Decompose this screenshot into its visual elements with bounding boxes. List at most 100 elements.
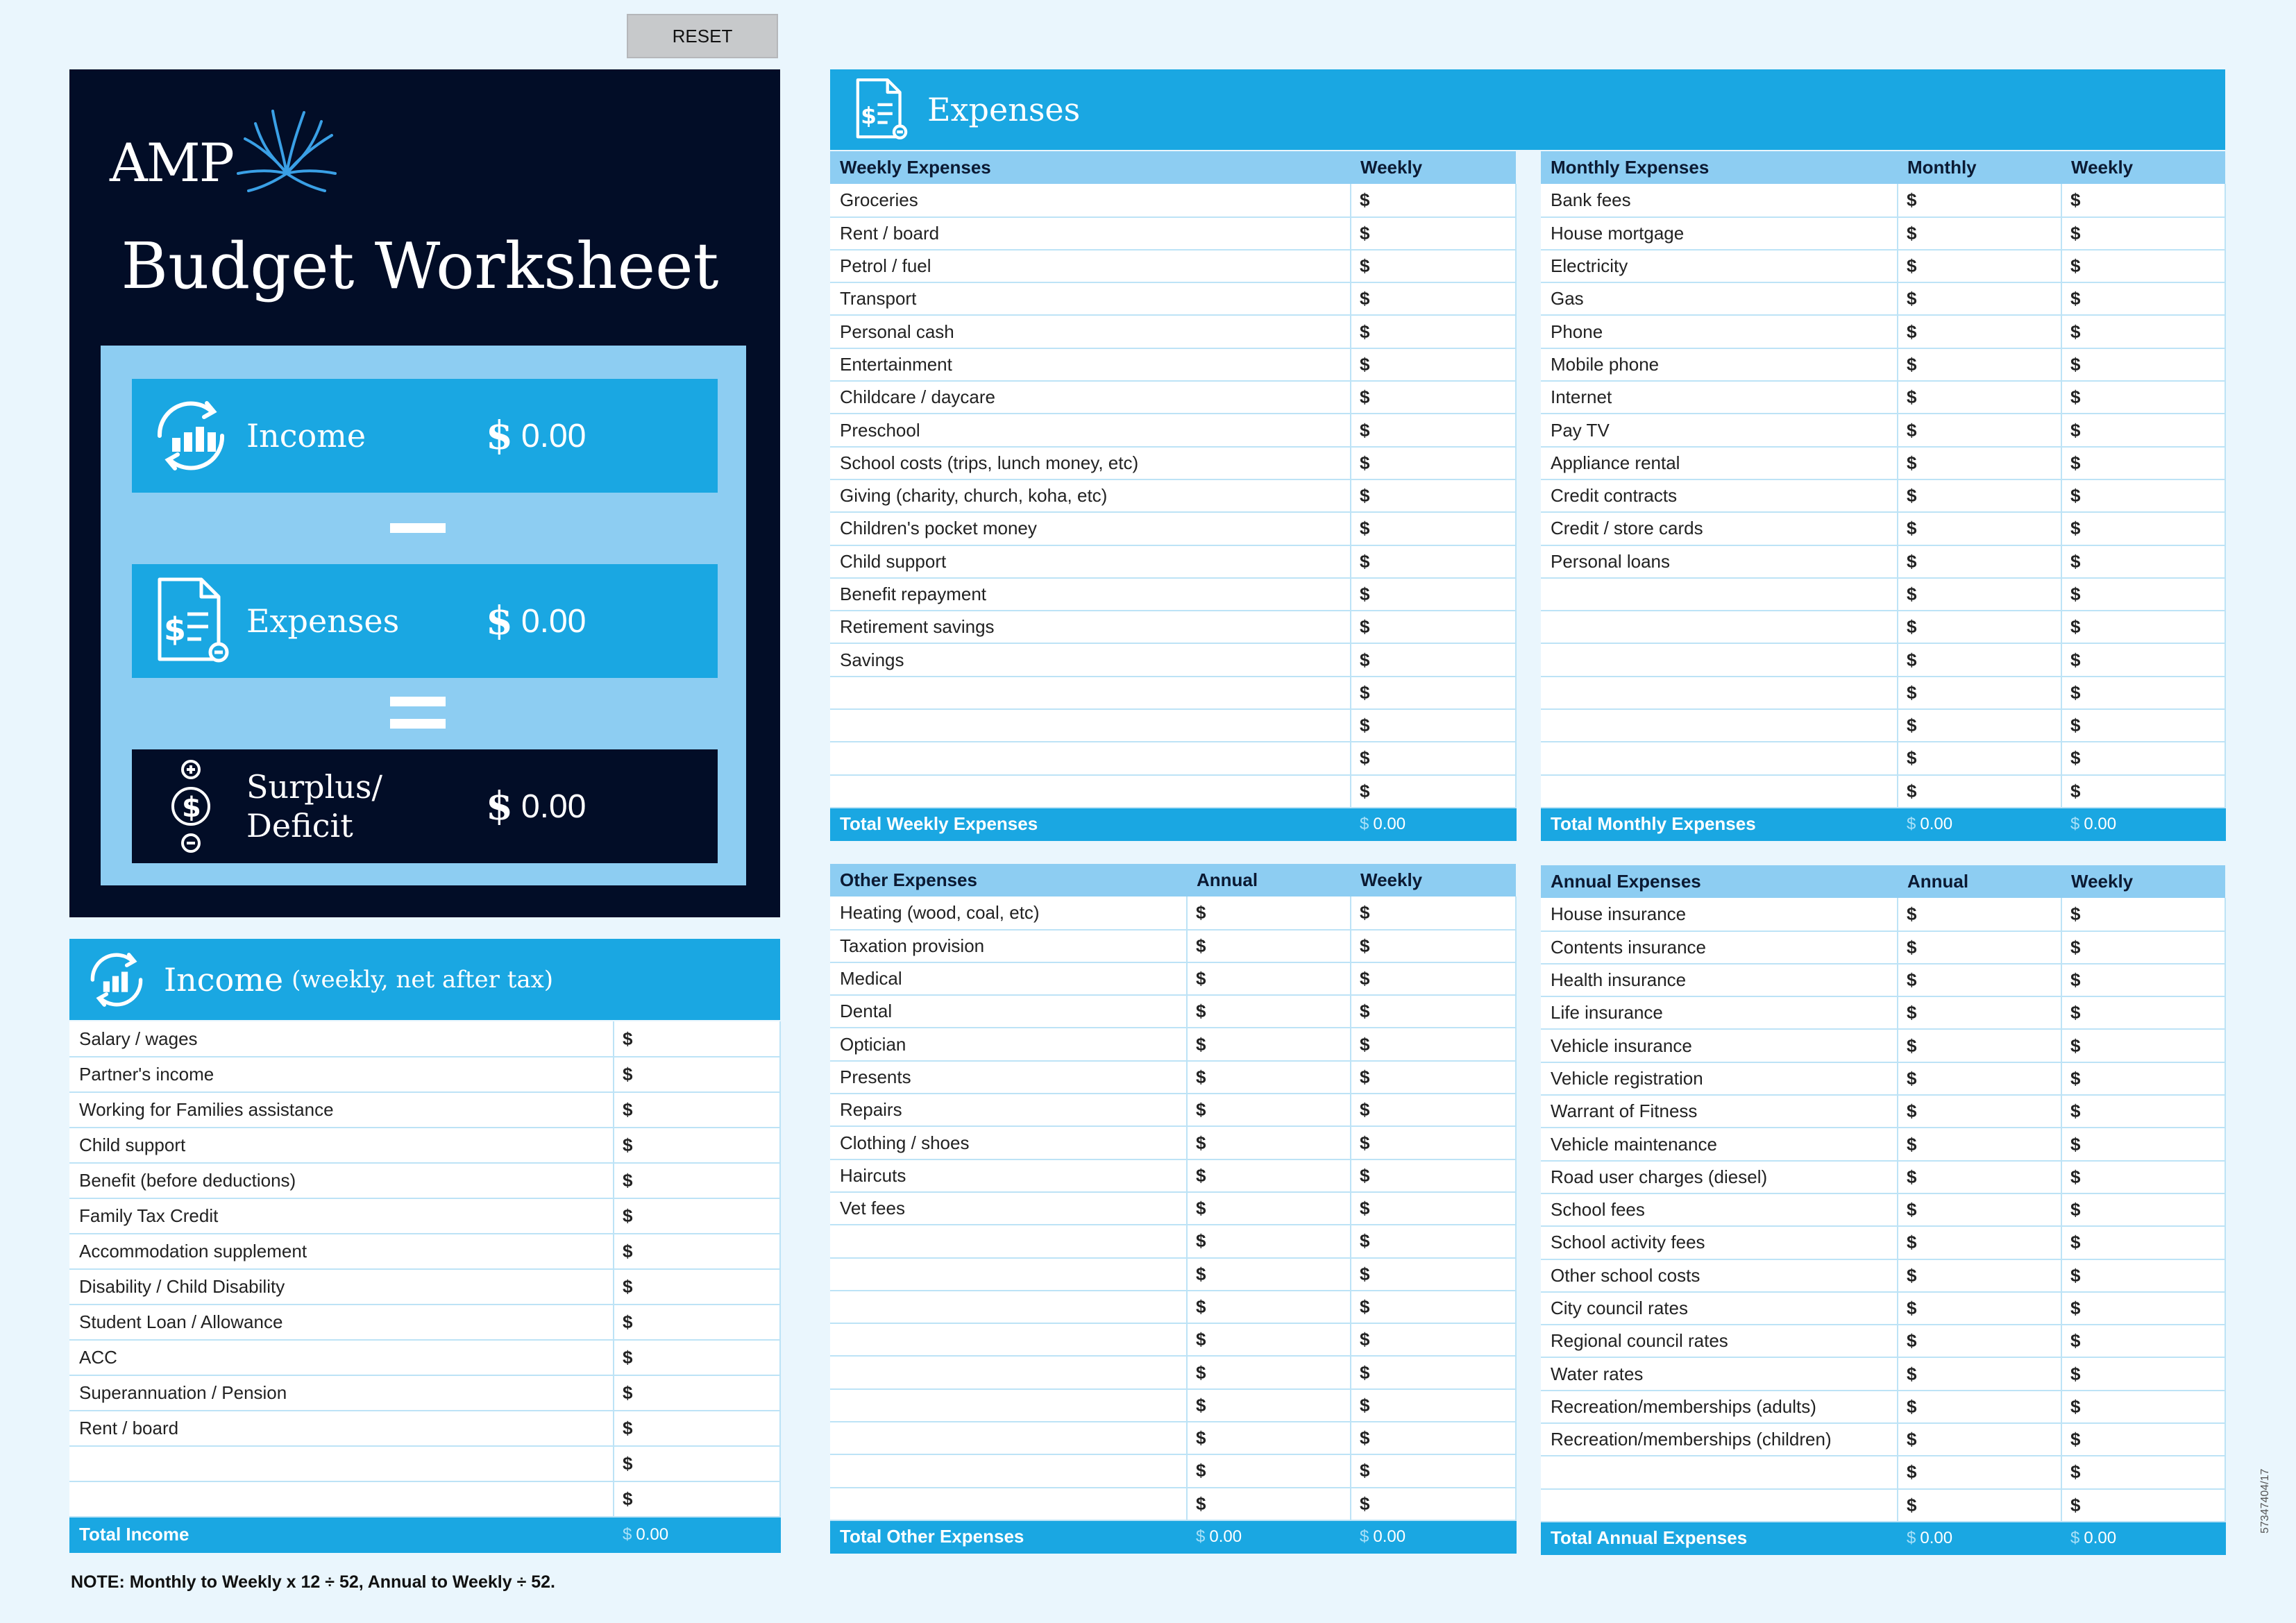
monthly-amount-field[interactable]: $: [2061, 414, 2226, 448]
annual-amount-field[interactable]: $: [2061, 1095, 2226, 1129]
monthly-amount-field[interactable]: $: [2061, 676, 2226, 711]
monthly-amount-field[interactable]: $: [2061, 216, 2226, 250]
monthly-amount-field[interactable]: $: [2061, 315, 2226, 349]
annual-amount-field[interactable]: $: [1898, 1357, 2062, 1391]
other-amount-field[interactable]: $: [1187, 962, 1351, 996]
income-amount-field[interactable]: $: [614, 1057, 781, 1093]
income-amount-field[interactable]: $: [614, 1198, 781, 1234]
other-amount-field[interactable]: $: [1351, 1388, 1517, 1423]
monthly-amount-field[interactable]: $: [2061, 282, 2226, 316]
other-amount-field[interactable]: $: [1351, 995, 1517, 1029]
weekly-amount-field[interactable]: $: [1351, 249, 1517, 284]
annual-amount-field[interactable]: $: [1898, 1423, 2062, 1457]
annual-amount-field[interactable]: $: [2061, 1160, 2226, 1194]
other-amount-field[interactable]: $: [1187, 1323, 1351, 1357]
monthly-amount-field[interactable]: $: [1898, 611, 2062, 645]
annual-amount-field[interactable]: $: [2061, 1193, 2226, 1227]
annual-amount-field[interactable]: $: [2061, 1259, 2226, 1293]
monthly-amount-field[interactable]: $: [1898, 577, 2062, 612]
annual-amount-field[interactable]: $: [1898, 1029, 2062, 1063]
annual-amount-field[interactable]: $: [2061, 898, 2226, 932]
monthly-amount-field[interactable]: $: [1898, 774, 2062, 808]
other-amount-field[interactable]: $: [1351, 1225, 1517, 1259]
annual-amount-field[interactable]: $: [1898, 1160, 2062, 1194]
income-amount-field[interactable]: $: [614, 1092, 781, 1128]
monthly-amount-field[interactable]: $: [2061, 184, 2226, 218]
weekly-amount-field[interactable]: $: [1351, 348, 1517, 382]
annual-amount-field[interactable]: $: [1898, 1291, 2062, 1326]
other-amount-field[interactable]: $: [1351, 962, 1517, 996]
other-amount-field[interactable]: $: [1351, 1257, 1517, 1291]
other-amount-field[interactable]: $: [1351, 1290, 1517, 1325]
income-amount-field[interactable]: $: [614, 1481, 781, 1518]
other-amount-field[interactable]: $: [1187, 1028, 1351, 1062]
other-amount-field[interactable]: $: [1351, 1487, 1517, 1521]
other-amount-field[interactable]: $: [1351, 1191, 1517, 1226]
weekly-amount-field[interactable]: $: [1351, 414, 1517, 448]
annual-amount-field[interactable]: $: [1898, 898, 2062, 932]
annual-amount-field[interactable]: $: [1898, 1488, 2062, 1522]
monthly-amount-field[interactable]: $: [2061, 249, 2226, 284]
income-amount-field[interactable]: $: [614, 1269, 781, 1305]
weekly-amount-field[interactable]: $: [1351, 216, 1517, 250]
reset-button[interactable]: RESET: [627, 14, 778, 58]
other-amount-field[interactable]: $: [1351, 929, 1517, 963]
annual-amount-field[interactable]: $: [1898, 1128, 2062, 1162]
monthly-amount-field[interactable]: $: [1898, 512, 2062, 546]
weekly-amount-field[interactable]: $: [1351, 643, 1517, 677]
annual-amount-field[interactable]: $: [2061, 1325, 2226, 1359]
monthly-amount-field[interactable]: $: [1898, 479, 2062, 513]
other-amount-field[interactable]: $: [1187, 1422, 1351, 1456]
other-amount-field[interactable]: $: [1187, 1094, 1351, 1128]
annual-amount-field[interactable]: $: [1898, 1226, 2062, 1260]
weekly-amount-field[interactable]: $: [1351, 184, 1517, 218]
income-amount-field[interactable]: $: [614, 1163, 781, 1199]
monthly-amount-field[interactable]: $: [2061, 709, 2226, 743]
annual-amount-field[interactable]: $: [2061, 996, 2226, 1030]
other-amount-field[interactable]: $: [1187, 1159, 1351, 1193]
monthly-amount-field[interactable]: $: [1898, 216, 2062, 250]
annual-amount-field[interactable]: $: [1898, 1259, 2062, 1293]
annual-amount-field[interactable]: $: [2061, 963, 2226, 998]
monthly-amount-field[interactable]: $: [1898, 414, 2062, 448]
annual-amount-field[interactable]: $: [2061, 1062, 2226, 1096]
other-amount-field[interactable]: $: [1187, 1257, 1351, 1291]
annual-amount-field[interactable]: $: [1898, 1325, 2062, 1359]
monthly-amount-field[interactable]: $: [2061, 348, 2226, 382]
weekly-amount-field[interactable]: $: [1351, 742, 1517, 776]
annual-amount-field[interactable]: $: [2061, 1456, 2226, 1490]
other-amount-field[interactable]: $: [1351, 1454, 1517, 1488]
other-amount-field[interactable]: $: [1187, 1388, 1351, 1423]
monthly-amount-field[interactable]: $: [1898, 643, 2062, 677]
monthly-amount-field[interactable]: $: [1898, 742, 2062, 776]
income-amount-field[interactable]: $: [614, 1446, 781, 1482]
monthly-amount-field[interactable]: $: [2061, 742, 2226, 776]
annual-amount-field[interactable]: $: [1898, 1062, 2062, 1096]
other-amount-field[interactable]: $: [1187, 1487, 1351, 1521]
other-amount-field[interactable]: $: [1351, 897, 1517, 931]
weekly-amount-field[interactable]: $: [1351, 282, 1517, 316]
other-amount-field[interactable]: $: [1351, 1356, 1517, 1390]
monthly-amount-field[interactable]: $: [1898, 545, 2062, 579]
annual-amount-field[interactable]: $: [1898, 963, 2062, 998]
income-amount-field[interactable]: $: [614, 1375, 781, 1411]
annual-amount-field[interactable]: $: [1898, 1456, 2062, 1490]
monthly-amount-field[interactable]: $: [2061, 643, 2226, 677]
other-amount-field[interactable]: $: [1351, 1422, 1517, 1456]
annual-amount-field[interactable]: $: [2061, 1291, 2226, 1326]
annual-amount-field[interactable]: $: [1898, 931, 2062, 965]
other-amount-field[interactable]: $: [1187, 1126, 1351, 1160]
monthly-amount-field[interactable]: $: [1898, 348, 2062, 382]
monthly-amount-field[interactable]: $: [2061, 381, 2226, 415]
annual-amount-field[interactable]: $: [1898, 996, 2062, 1030]
weekly-amount-field[interactable]: $: [1351, 446, 1517, 480]
weekly-amount-field[interactable]: $: [1351, 709, 1517, 743]
annual-amount-field[interactable]: $: [1898, 1095, 2062, 1129]
monthly-amount-field[interactable]: $: [2061, 611, 2226, 645]
monthly-amount-field[interactable]: $: [1898, 676, 2062, 711]
other-amount-field[interactable]: $: [1187, 929, 1351, 963]
monthly-amount-field[interactable]: $: [1898, 709, 2062, 743]
other-amount-field[interactable]: $: [1351, 1323, 1517, 1357]
other-amount-field[interactable]: $: [1187, 1191, 1351, 1226]
income-amount-field[interactable]: $: [614, 1340, 781, 1376]
